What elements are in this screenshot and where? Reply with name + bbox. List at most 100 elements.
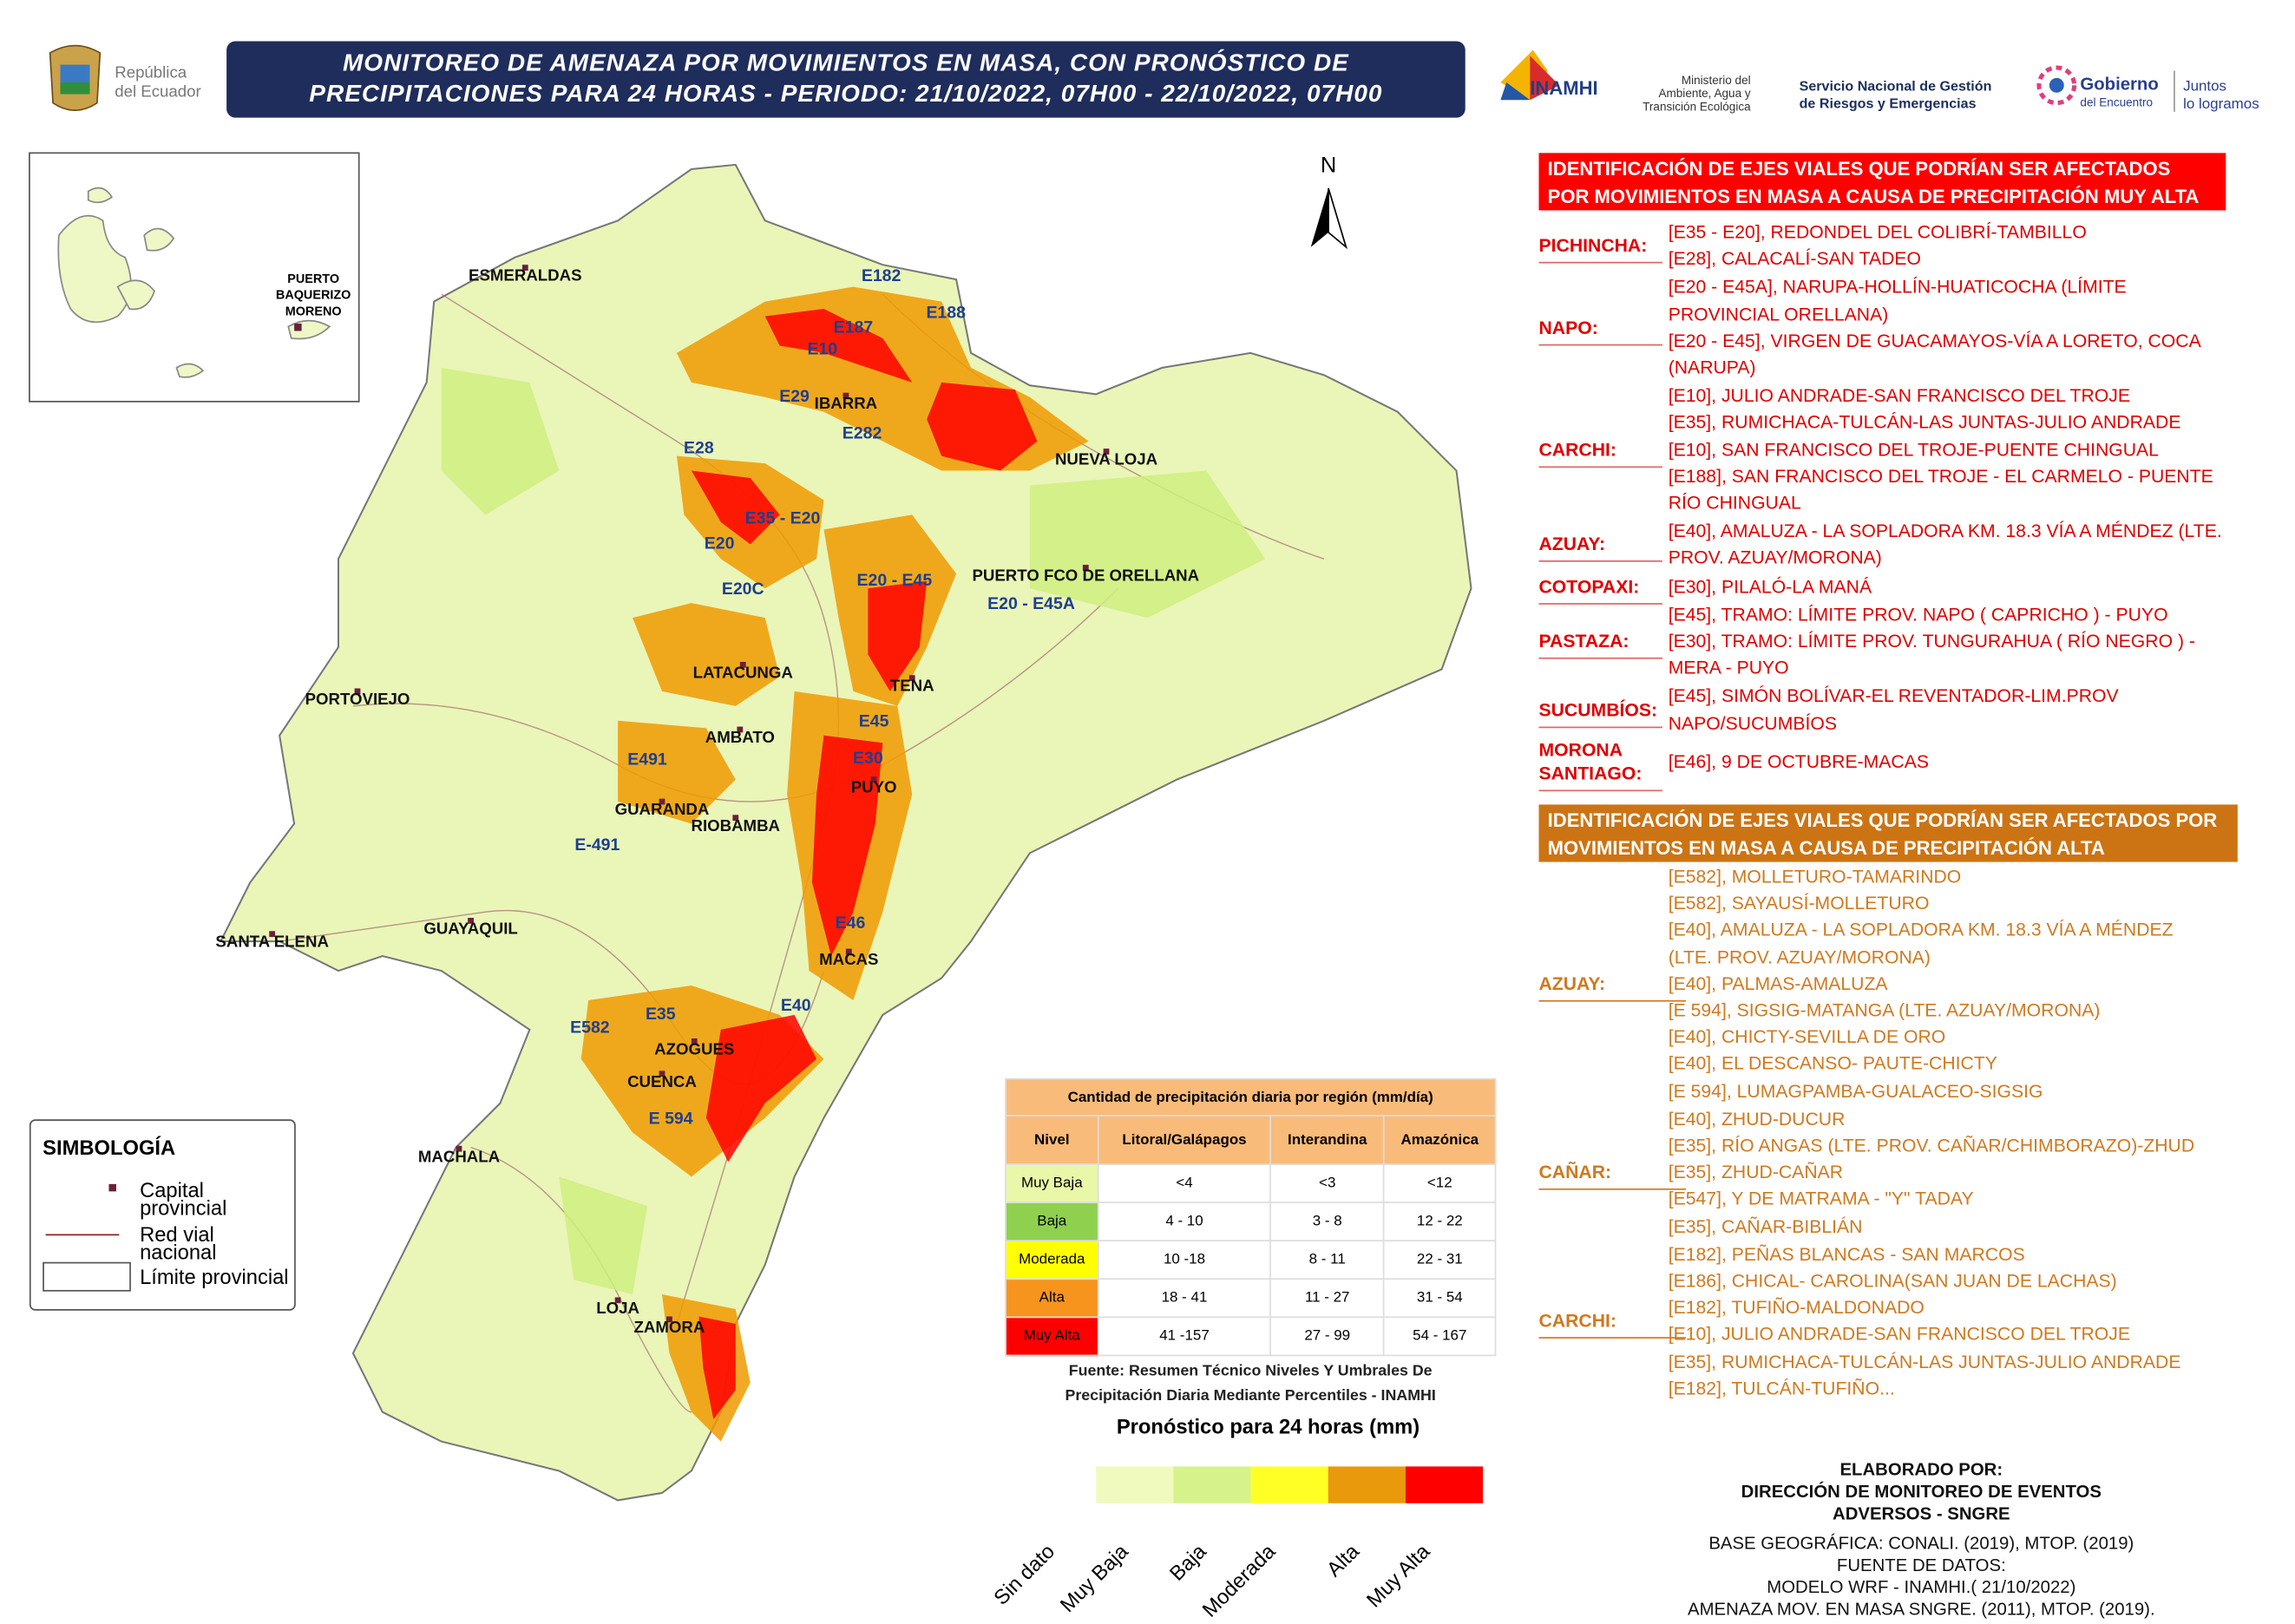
hazard-zone bbox=[705, 1014, 817, 1162]
scale-label: Sin dato bbox=[990, 1541, 1059, 1610]
capital-marker bbox=[659, 798, 666, 805]
road-entry: [E46], 9 DE OCTUBRE-MACAS bbox=[1668, 750, 1930, 772]
road-entry: [E 594], SIGSIG-MATANGA (LTE. AZUAY/MORO… bbox=[1668, 999, 2101, 1021]
capital-marker bbox=[908, 675, 915, 682]
place-label: CUENCA bbox=[627, 1072, 697, 1090]
road-label: E29 bbox=[779, 387, 810, 406]
table-cell: Muy Baja bbox=[1005, 1163, 1099, 1203]
credit-line: ADVERSOS - SNGRE bbox=[1833, 1503, 2010, 1524]
capital-marker bbox=[739, 661, 746, 668]
road-label: E10 bbox=[807, 340, 837, 359]
road-entry: [E182], TULCÁN-TUFIÑO... bbox=[1668, 1378, 1895, 1399]
capital-marker bbox=[843, 392, 849, 399]
island bbox=[87, 187, 113, 204]
table-header: Nivel bbox=[1005, 1115, 1099, 1165]
road-entry: [E40], ZHUD-DUCUR bbox=[1668, 1109, 1846, 1130]
province-label: CARCHI: bbox=[1538, 438, 1668, 468]
muy-alta-panel: IDENTIFICACIÓN DE EJES VIALES QUE PODRÍA… bbox=[1538, 153, 2245, 791]
place-label: AZOGUES bbox=[654, 1040, 734, 1058]
province-label: NAPO: bbox=[1538, 316, 1668, 346]
symbology-title: SIMBOLOGÍA bbox=[43, 1135, 176, 1160]
coat-ground bbox=[60, 82, 90, 95]
table-header: Litoral/Galápagos bbox=[1097, 1115, 1272, 1165]
table-header: Amazónica bbox=[1383, 1115, 1497, 1165]
logo-text: República bbox=[115, 63, 187, 82]
province-label: MORONA SANTIAGO: bbox=[1538, 738, 1668, 791]
road-entry: [E10], JULIO ANDRADE-SAN FRANCISCO DEL T… bbox=[1668, 385, 2131, 407]
place-label: IBARRA bbox=[815, 394, 878, 412]
table-cell: 27 - 99 bbox=[1269, 1316, 1385, 1357]
road-entry: [E28], CALACALÍ-SAN TADEO bbox=[1668, 248, 1922, 270]
logo-text: del Ecuador bbox=[115, 82, 200, 101]
road-label: E45 bbox=[859, 712, 889, 731]
capital-marker bbox=[468, 917, 474, 924]
north-label: N bbox=[1321, 153, 1336, 177]
table-cell: 3 - 8 bbox=[1269, 1202, 1385, 1242]
symbology-item: Límite provincial bbox=[140, 1265, 289, 1289]
panel-title: IDENTIFICACIÓN DE EJES VIALES QUE PODRÍA… bbox=[1538, 804, 2238, 862]
scale-label: Muy Baja bbox=[1056, 1540, 1133, 1617]
hazard-zone bbox=[764, 309, 913, 383]
hazard-zone bbox=[811, 735, 883, 957]
inamhi-mark bbox=[1530, 56, 1560, 101]
hazard-zone bbox=[559, 1176, 648, 1295]
scale-title: Pronóstico para 24 horas (mm) bbox=[1117, 1417, 1420, 1439]
province-group: CARCHI: [E10], JULIO ANDRADE-SAN FRANCISC… bbox=[1538, 383, 2245, 518]
road-list: [E582], MOLLETURO-TAMARINDO [E582], SAYAU… bbox=[1669, 863, 2206, 1104]
forecast-scale: Pronóstico para 24 horas (mm) Sin datoMu… bbox=[990, 1417, 1484, 1622]
hazard-zone bbox=[1029, 470, 1266, 619]
logo-text: Gobierno bbox=[2080, 75, 2158, 95]
road-entry: [E35 - E20], REDONDEL DEL COLIBRÍ-TAMBIL… bbox=[1668, 222, 2087, 243]
road-line bbox=[352, 587, 1119, 802]
logo-text: Transición Ecológica bbox=[1643, 100, 1751, 113]
inset-label: BAQUERIZO bbox=[276, 289, 351, 303]
capital-marker bbox=[456, 1145, 462, 1152]
road-entry: [E35], RUMICHACA-TULCÁN-LAS JUNTAS-JULIO… bbox=[1668, 412, 2181, 434]
hazard-zone bbox=[618, 720, 736, 824]
place-label: PORTOVIEJO bbox=[305, 690, 410, 708]
logo-text: lo logramos bbox=[2183, 95, 2259, 112]
inamhi-mark bbox=[1500, 82, 1531, 101]
north-arrow-half bbox=[1310, 188, 1329, 247]
island bbox=[143, 227, 175, 252]
table-cell: 18 - 41 bbox=[1097, 1278, 1272, 1319]
road-entry: [E20 - E45A], NARUPA-HOLLÍN-HUATICOCHA (… bbox=[1668, 277, 2127, 325]
road-list: [E45], TRAMO: LÍMITE PROV. NAPO ( CAPRIC… bbox=[1669, 601, 2235, 682]
table-cell: 54 - 167 bbox=[1383, 1316, 1497, 1357]
place-label: LATACUNGA bbox=[693, 663, 793, 681]
road-label: E-491 bbox=[574, 835, 620, 855]
road-entry: [E30], TRAMO: LÍMITE PROV. TUNGURAHUA ( … bbox=[1668, 631, 2195, 679]
province-label: SUCUMBÍOS: bbox=[1538, 698, 1668, 728]
scale-swatch bbox=[1173, 1466, 1251, 1503]
capital-marker bbox=[614, 1297, 621, 1304]
credit-line: ELABORADO POR: bbox=[1839, 1458, 2003, 1480]
scale-label: Moderada bbox=[1198, 1540, 1280, 1621]
logo-text: Ministerio del bbox=[1682, 74, 1751, 87]
road-entry: [E 594], LUMAGPAMBA-GUALACEO-SIGSIG bbox=[1668, 1080, 2043, 1102]
capital-marker bbox=[870, 776, 877, 783]
place-label: GUAYAQUIL bbox=[423, 919, 517, 937]
capital-marker bbox=[691, 1038, 698, 1044]
table-cell: Moderada bbox=[1005, 1240, 1099, 1280]
province-label: AZUAY: bbox=[1538, 534, 1668, 563]
island bbox=[116, 279, 155, 311]
table-row: Muy Baja <4 <3 <12 bbox=[1005, 1163, 1497, 1203]
scale-swatch bbox=[1328, 1466, 1406, 1503]
place-label: NUEVA LOJA bbox=[1055, 450, 1157, 468]
table-cell: 8 - 11 bbox=[1269, 1240, 1385, 1280]
table-cell: <12 bbox=[1383, 1163, 1497, 1203]
source-line: Precipitación Diaria Mediante Percentile… bbox=[1065, 1386, 1436, 1405]
road-list: [E45], SIMÓN BOLÍVAR-EL REVENTADOR-LIM.P… bbox=[1669, 683, 2235, 737]
place-label: MACAS bbox=[819, 950, 878, 968]
north-arrow: N bbox=[1310, 153, 1348, 250]
hazard-zone bbox=[698, 1316, 736, 1420]
road-label: E20 - E45A bbox=[987, 594, 1075, 613]
credits: ELABORADO POR: DIRECCIÓN DE MONITOREO DE… bbox=[1618, 1459, 2225, 1621]
table-cell: 12 - 22 bbox=[1383, 1202, 1497, 1242]
credit-line: BASE GEOGRÁFICA: CONALI. (2019), MTOP. (… bbox=[1708, 1532, 2134, 1554]
province-group: AZUAY: [E582], MOLLETURO-TAMARINDO [E582],… bbox=[1538, 863, 2245, 1105]
road-label: E282 bbox=[843, 423, 882, 442]
